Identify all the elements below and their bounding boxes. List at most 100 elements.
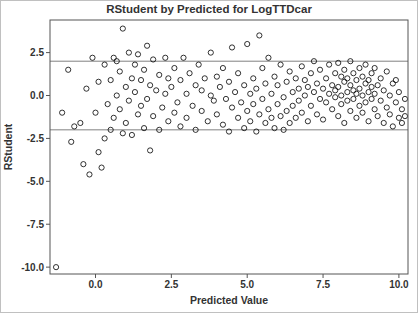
point [66, 67, 71, 72]
x-tick-label: 2.5 [164, 279, 178, 290]
point [90, 55, 95, 60]
y-tick-label: 2.5 [30, 47, 44, 58]
point [111, 115, 116, 120]
point [132, 89, 137, 94]
y-tick-label: -2.5 [27, 133, 45, 144]
y-tick-label: 0.0 [30, 90, 44, 101]
x-tick-label: 0.0 [89, 279, 103, 290]
point [229, 105, 234, 110]
point [278, 62, 283, 67]
point [148, 83, 153, 88]
point [190, 103, 195, 108]
point [390, 124, 395, 129]
point [327, 62, 332, 67]
point [123, 120, 128, 125]
y-tick-label: -10.0 [21, 262, 44, 273]
point [299, 64, 304, 69]
point [372, 65, 377, 70]
point [296, 98, 301, 103]
point [345, 89, 350, 94]
point [378, 76, 383, 81]
background [1, 1, 418, 313]
point [208, 50, 213, 55]
point [290, 89, 295, 94]
point [144, 43, 149, 48]
point [184, 115, 189, 120]
point [360, 74, 365, 79]
point [348, 83, 353, 88]
point [157, 72, 162, 77]
point [323, 76, 328, 81]
point [339, 101, 344, 106]
point [357, 103, 362, 108]
point [336, 114, 341, 119]
point [333, 95, 338, 100]
y-tick [46, 224, 50, 225]
point [205, 119, 210, 124]
point [263, 81, 268, 86]
point [339, 74, 344, 79]
point [114, 59, 119, 64]
point [357, 86, 362, 91]
point [117, 69, 122, 74]
point [366, 119, 371, 124]
point [393, 100, 398, 105]
point [126, 98, 131, 103]
point [348, 108, 353, 113]
point [196, 62, 201, 67]
plot-area [50, 26, 408, 270]
plot-frame [50, 20, 408, 274]
point [369, 71, 374, 76]
point [269, 115, 274, 120]
reference-line [50, 129, 408, 130]
point [69, 139, 74, 144]
point [172, 65, 177, 70]
point [311, 59, 316, 64]
point [96, 150, 101, 155]
point [354, 91, 359, 96]
point [135, 112, 140, 117]
point [305, 84, 310, 89]
x-tick-label: 7.5 [316, 279, 330, 290]
point [366, 89, 371, 94]
point [378, 98, 383, 103]
point [333, 88, 338, 93]
point [257, 33, 262, 38]
y-tick [46, 181, 50, 182]
point [199, 108, 204, 113]
point [275, 101, 280, 106]
point [214, 112, 219, 117]
point [135, 52, 140, 57]
point [166, 119, 171, 124]
point [381, 88, 386, 93]
point [281, 127, 286, 132]
point [120, 26, 125, 31]
point [178, 124, 183, 129]
reference-line [50, 61, 408, 62]
point [138, 103, 143, 108]
point [60, 110, 65, 115]
point [257, 112, 262, 117]
point [141, 67, 146, 72]
point [232, 89, 237, 94]
point [363, 62, 368, 67]
point [396, 115, 401, 120]
point [81, 162, 86, 167]
point [169, 84, 174, 89]
point [305, 119, 310, 124]
point [351, 96, 356, 101]
x-tick [398, 274, 399, 278]
point [93, 110, 98, 115]
point [330, 107, 335, 112]
y-tick [46, 267, 50, 268]
point [102, 136, 107, 141]
point [132, 62, 137, 67]
point [236, 115, 241, 120]
point [266, 107, 271, 112]
point [317, 96, 322, 101]
point [226, 129, 231, 134]
point [242, 83, 247, 88]
point [393, 77, 398, 82]
point [269, 91, 274, 96]
point [360, 110, 365, 115]
